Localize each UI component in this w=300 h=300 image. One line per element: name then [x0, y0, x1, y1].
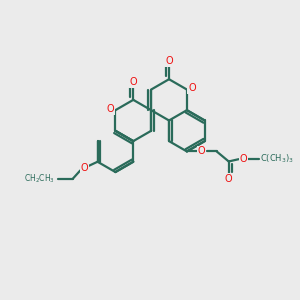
- Text: O: O: [198, 146, 206, 156]
- Text: O: O: [240, 154, 248, 164]
- Text: O: O: [188, 83, 196, 93]
- Text: O: O: [106, 104, 114, 114]
- Text: C(CH$_3$)$_3$: C(CH$_3$)$_3$: [260, 153, 294, 165]
- Text: O: O: [81, 163, 88, 173]
- Text: O: O: [225, 174, 232, 184]
- Text: O: O: [165, 56, 173, 67]
- Text: O: O: [130, 77, 137, 87]
- Text: CH$_2$CH$_3$: CH$_2$CH$_3$: [25, 173, 56, 185]
